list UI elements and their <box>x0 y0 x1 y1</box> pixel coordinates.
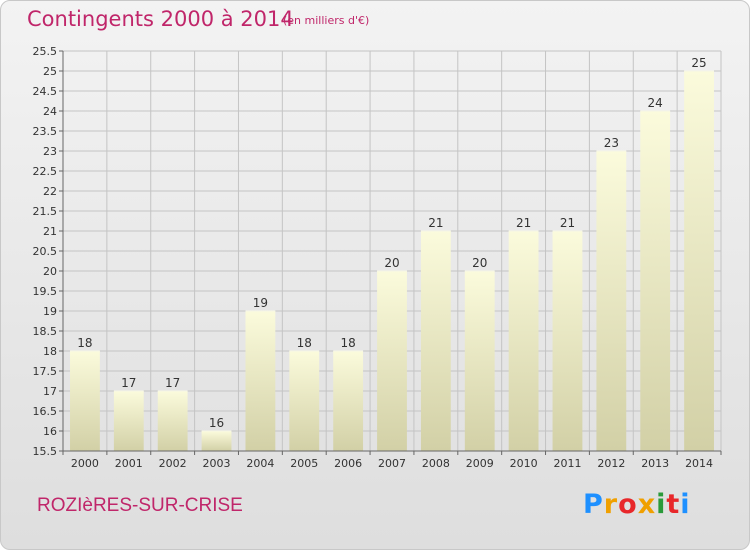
data-label: 23 <box>604 136 619 150</box>
logo-letter: o <box>618 489 638 520</box>
x-tick-label: 2006 <box>334 457 362 470</box>
commune-name: ROZIèRES-SUR-CRISE <box>37 495 243 516</box>
data-label: 21 <box>516 216 531 230</box>
data-label: 21 <box>428 216 443 230</box>
logo-letter: P <box>583 489 604 520</box>
x-tick-label: 2012 <box>597 457 625 470</box>
data-label: 25 <box>691 56 706 70</box>
logo-letter: t <box>666 489 681 520</box>
x-tick-label: 2008 <box>422 457 450 470</box>
y-tick-label: 17 <box>43 385 57 398</box>
data-label: 17 <box>165 376 180 390</box>
bar <box>640 111 671 451</box>
x-tick-label: 2004 <box>246 457 274 470</box>
y-tick-label: 19.5 <box>33 285 58 298</box>
y-tick-label: 25.5 <box>33 45 58 58</box>
y-tick-label: 24.5 <box>33 85 58 98</box>
bars <box>70 70 714 451</box>
proxiti-logo: Proxiti <box>583 489 691 520</box>
y-tick-label: 20.5 <box>33 245 58 258</box>
data-label: 18 <box>297 336 312 350</box>
data-label: 24 <box>648 96 663 110</box>
bar <box>684 71 714 451</box>
bar <box>333 351 364 451</box>
data-label: 18 <box>340 336 355 350</box>
x-tick-label: 2010 <box>510 457 538 470</box>
y-tick-label: 20 <box>43 265 57 278</box>
data-label: 17 <box>121 376 136 390</box>
y-tick-label: 16 <box>43 425 57 438</box>
y-tick-label: 21.5 <box>33 205 58 218</box>
x-tick-label: 2003 <box>203 457 231 470</box>
bar <box>596 151 627 451</box>
bar <box>508 231 539 451</box>
y-tick-label: 25 <box>43 65 57 78</box>
y-tick-label: 16.5 <box>33 405 58 418</box>
logo-letter: r <box>603 489 619 520</box>
bar <box>201 431 232 451</box>
x-tick-label: 2000 <box>71 457 99 470</box>
bar <box>70 351 100 451</box>
labels: 15.5 16 16.5 17 17.5 18 18.5 19 19.5 20 20.5 21 21.5… <box>33 45 714 470</box>
logo-letter: i <box>656 489 667 520</box>
y-tick-label: 22 <box>43 185 57 198</box>
bar <box>552 231 583 451</box>
x-tick-label: 2009 <box>466 457 494 470</box>
y-tick-label: 18.5 <box>33 325 58 338</box>
y-tick-label: 23 <box>43 145 57 158</box>
bar <box>420 231 451 451</box>
data-label: 21 <box>560 216 575 230</box>
data-label: 16 <box>209 416 224 430</box>
x-tick-label: 2001 <box>115 457 143 470</box>
logo-letter: i <box>680 489 691 520</box>
bar <box>289 351 320 451</box>
x-tick-label: 2005 <box>290 457 318 470</box>
y-tick-label: 17.5 <box>33 365 58 378</box>
bar <box>157 391 188 451</box>
bar <box>377 271 407 451</box>
y-tick-label: 21 <box>43 225 57 238</box>
x-tick-label: 2014 <box>685 457 713 470</box>
x-tick-label: 2011 <box>553 457 581 470</box>
chart-subtitle: (en milliers d'€) <box>283 14 370 27</box>
x-tick-label: 2007 <box>378 457 406 470</box>
y-tick-label: 24 <box>43 105 57 118</box>
y-tick-label: 15.5 <box>33 445 58 458</box>
y-tick-label: 22.5 <box>33 165 58 178</box>
x-tick-label: 2002 <box>159 457 187 470</box>
logo-letter: x <box>637 489 657 520</box>
data-label: 20 <box>472 256 487 270</box>
x-tick-label: 2013 <box>641 457 669 470</box>
y-tick-label: 19 <box>43 305 57 318</box>
y-tick-label: 18 <box>43 345 57 358</box>
y-tick-label: 23.5 <box>33 125 58 138</box>
axes <box>59 50 722 455</box>
bar <box>464 271 495 451</box>
chart-title: Contingents 2000 à 2014 <box>27 7 294 31</box>
data-label: 20 <box>384 256 399 270</box>
bar <box>245 311 276 451</box>
bar <box>113 391 144 451</box>
data-label: 18 <box>77 336 92 350</box>
data-label: 19 <box>253 296 268 310</box>
